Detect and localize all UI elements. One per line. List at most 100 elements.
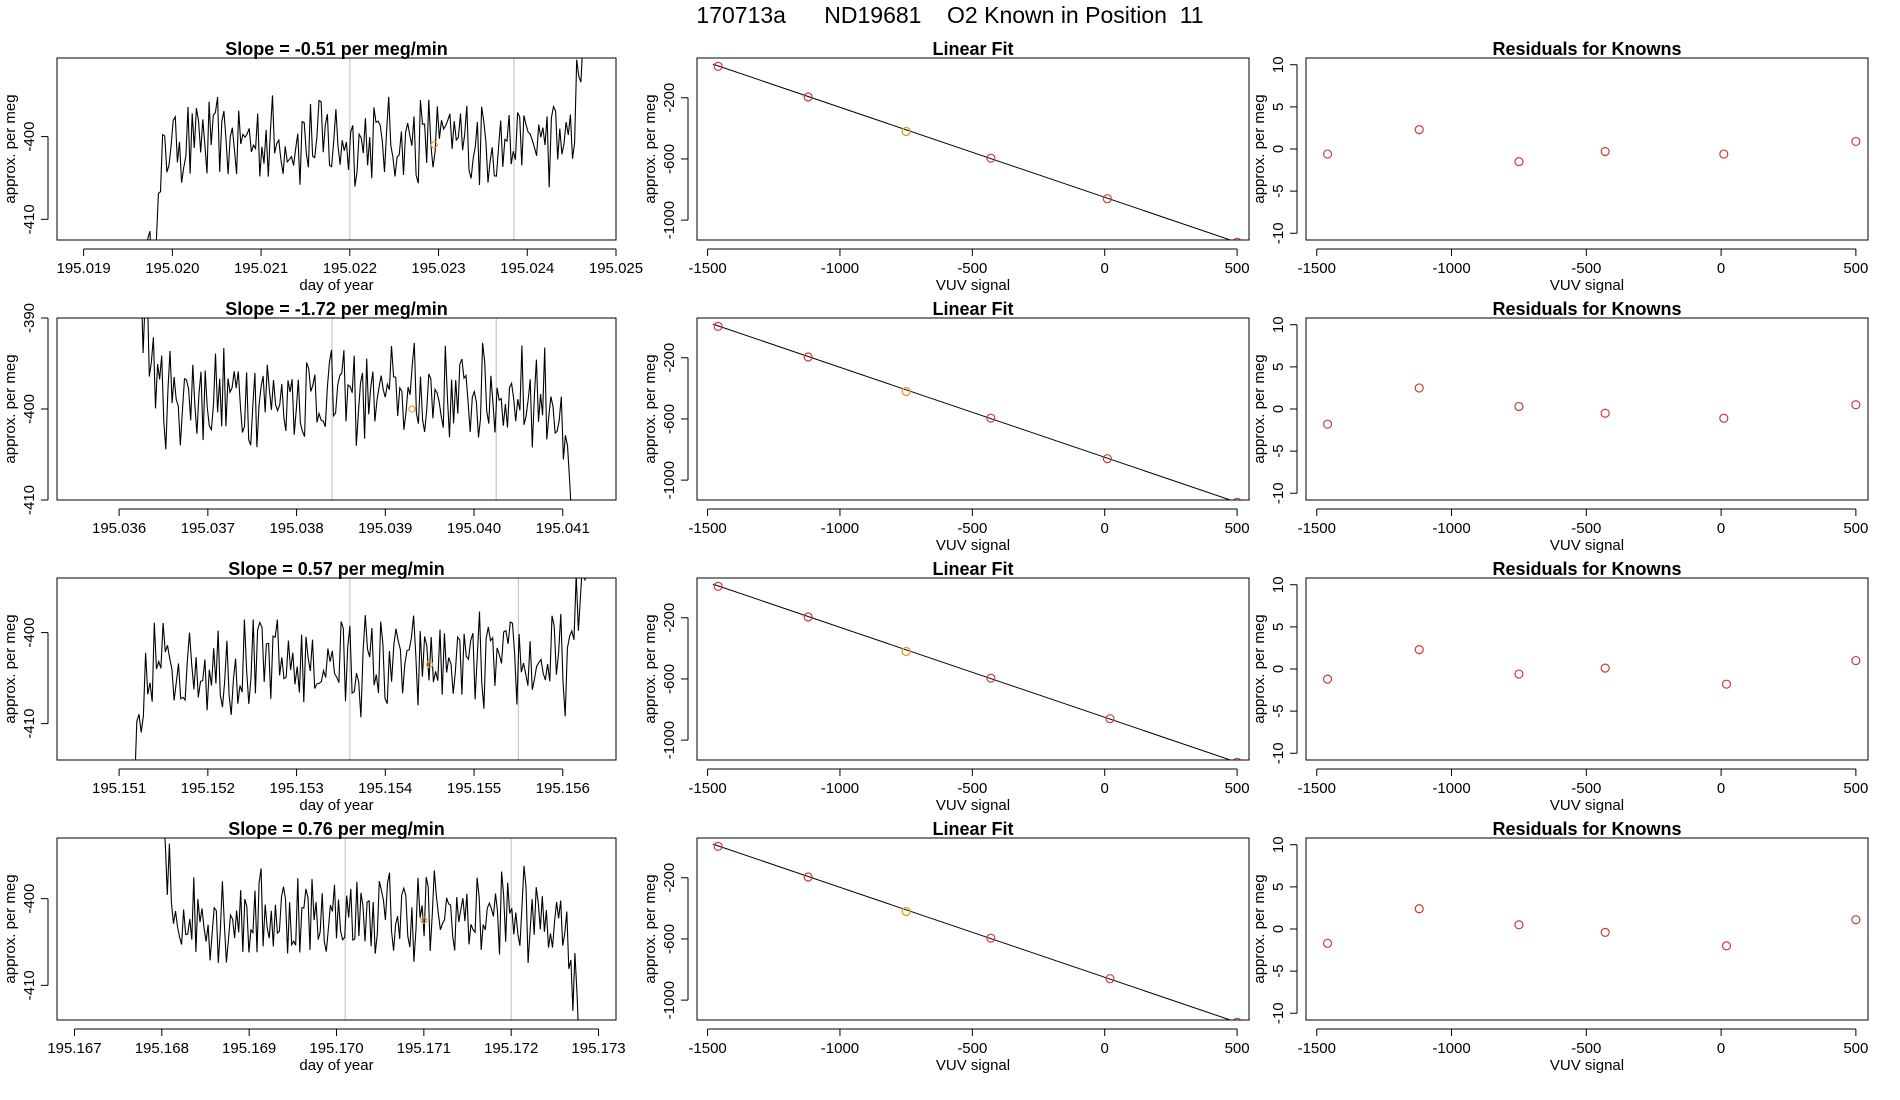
y-axis-label: approx. per meg <box>642 874 659 983</box>
y-axis-label: approx. per meg <box>2 874 19 983</box>
signal-line <box>164 838 579 1020</box>
known-point <box>1233 1017 1242 1020</box>
x-tick-label: -1000 <box>821 780 859 797</box>
residual-point <box>1414 645 1424 655</box>
known-point <box>713 581 723 592</box>
signal-line <box>141 318 572 500</box>
x-tick-label: 195.152 <box>181 780 235 797</box>
x-tick-label: -1500 <box>1298 260 1336 277</box>
x-tick-label: 195.171 <box>397 1040 451 1057</box>
residual-point <box>1514 669 1524 679</box>
y-axis-label: approx. per meg <box>642 94 659 203</box>
known-point <box>803 872 813 882</box>
x-tick-label: 500 <box>1225 1040 1250 1057</box>
plot-area <box>712 841 1242 1020</box>
plot-frame <box>1305 57 1869 241</box>
x-axis-label: VUV signal <box>1550 277 1624 294</box>
y-tick-label: -600 <box>661 664 678 694</box>
known-point <box>986 413 996 423</box>
y-tick-label: -390 <box>21 303 38 333</box>
fit-line <box>712 843 1232 1020</box>
x-tick-label: -500 <box>1571 260 1601 277</box>
known-point <box>713 841 723 852</box>
x-tick-label: -500 <box>957 520 987 537</box>
unknown-marker <box>426 660 434 669</box>
x-tick-label: 0 <box>1717 520 1725 537</box>
y-tick-label: -1000 <box>661 461 678 499</box>
panel-resid-2: Residuals for Knowns -1500 -1000 -500 0 500 VU… <box>1251 559 1869 814</box>
x-tick-label: 500 <box>1225 780 1250 797</box>
plot-frame <box>56 837 617 1021</box>
panel-title: Slope = -1.72 per meg/min <box>225 299 448 319</box>
x-tick-label: -1500 <box>1298 1040 1336 1057</box>
x-tick-label: -1000 <box>821 520 859 537</box>
panel-resid-1: Residuals for Knowns -1500 -1000 -500 0 500 VU… <box>1251 299 1869 554</box>
y-axis-label: approx. per meg <box>2 614 19 723</box>
known-point <box>803 352 813 362</box>
x-tick-label: -500 <box>957 260 987 277</box>
y-axis-label: approx. per meg <box>642 614 659 723</box>
known-point <box>803 92 813 102</box>
y-tick-label: -400 <box>21 618 38 648</box>
panel-time-1: Slope = -1.72 per meg/min 195.036 195.037 1… <box>2 299 617 537</box>
plot-area <box>1322 125 1861 167</box>
y-axis-label: approx. per meg <box>2 94 19 203</box>
residual-point <box>1851 915 1861 925</box>
y-tick-label: -600 <box>661 404 678 434</box>
x-tick-label: -1500 <box>688 1040 726 1057</box>
x-axis-label: day of year <box>299 1057 373 1074</box>
fit-line <box>712 323 1232 500</box>
known-point <box>1105 714 1115 724</box>
residual-point <box>1322 938 1333 948</box>
unknown-marker <box>420 916 428 924</box>
x-tick-label: 500 <box>1225 260 1250 277</box>
known-point <box>1105 974 1115 984</box>
unknown-point <box>901 386 911 397</box>
known-point <box>986 933 996 943</box>
x-tick-label: 0 <box>1101 520 1109 537</box>
panel-title: Linear Fit <box>932 39 1013 59</box>
residual-point <box>1851 136 1861 147</box>
panel-fit-2: Linear Fit -1500 -1000 -500 0 500 VUV signal -1… <box>642 559 1250 814</box>
x-tick-label: 195.023 <box>411 260 465 277</box>
y-tick-label: 0 <box>1270 665 1287 673</box>
y-tick-label: -410 <box>21 970 38 1000</box>
residual-point <box>1514 401 1524 412</box>
plot-frame <box>56 577 617 761</box>
fit-line <box>712 63 1232 240</box>
x-tick-label: 195.024 <box>500 260 554 277</box>
x-axis-label: VUV signal <box>936 277 1010 294</box>
y-tick-label: -5 <box>1270 184 1287 197</box>
x-tick-label: 195.025 <box>589 260 643 277</box>
x-tick-label: -500 <box>1571 1040 1601 1057</box>
residual-point <box>1600 927 1610 937</box>
y-tick-label: 0 <box>1270 925 1287 933</box>
y-tick-label: -600 <box>661 924 678 954</box>
residual-point <box>1322 419 1333 429</box>
plot-area <box>1322 904 1861 951</box>
unknown-marker <box>430 141 438 149</box>
x-tick-label: 500 <box>1843 780 1868 797</box>
x-tick-label: 500 <box>1225 520 1250 537</box>
plot-frame <box>696 577 1250 761</box>
x-axis-label: day of year <box>299 797 373 814</box>
x-tick-label: 195.019 <box>57 260 111 277</box>
x-axis-label: VUV signal <box>1550 537 1624 554</box>
x-tick-label: 195.155 <box>447 780 501 797</box>
panel-title: Linear Fit <box>932 299 1013 319</box>
signal-line <box>147 58 583 240</box>
x-tick-label: 500 <box>1843 1040 1868 1057</box>
plot-frame <box>56 317 617 501</box>
x-axis-label: day of year <box>299 277 373 294</box>
panel-time-0: Slope = -0.51 per meg/min 195.019 195.020 1… <box>2 39 643 294</box>
panel-title: Residuals for Knowns <box>1492 299 1681 319</box>
panel-title: Slope = 0.76 per meg/min <box>228 819 445 839</box>
y-tick-label: -410 <box>21 709 38 739</box>
y-tick-label: 10 <box>1270 316 1287 333</box>
y-tick-label: 10 <box>1270 56 1287 73</box>
y-axis-label: approx. per meg <box>1251 354 1268 463</box>
y-axis-label: approx. per meg <box>642 354 659 463</box>
panel-resid-0: Residuals for Knowns -1500 -1000 -500 0 500 VU… <box>1251 39 1869 294</box>
known-point <box>986 153 996 163</box>
panel-resid-3: Residuals for Knowns -1500 -1000 -500 0 500 VU… <box>1251 819 1869 1074</box>
